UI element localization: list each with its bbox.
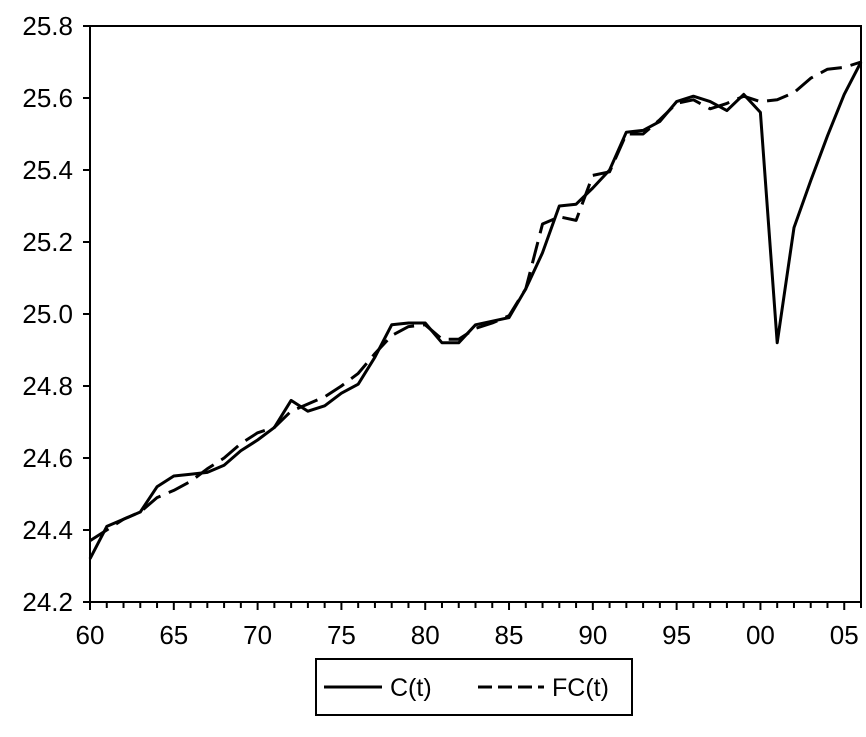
legend: C(t) FC(t) bbox=[315, 658, 633, 716]
y-axis: 24.2 24.4 24.6 24.8 25.0 25.2 25.4 25.6 25.8 bbox=[22, 11, 90, 617]
x-tick-label: 60 bbox=[76, 620, 105, 650]
y-tick-label: 25.2 bbox=[22, 227, 73, 257]
y-tick-label: 24.4 bbox=[22, 515, 73, 545]
x-axis: 60 65 70 75 80 85 90 95 00 05 bbox=[76, 602, 862, 650]
x-tick-label: 00 bbox=[746, 620, 775, 650]
x-tick-label: 70 bbox=[243, 620, 272, 650]
y-tick-label: 25.0 bbox=[22, 299, 73, 329]
legend-label-fc: FC(t) bbox=[552, 674, 609, 702]
y-tick-label: 24.8 bbox=[22, 371, 73, 401]
x-tick-label: 75 bbox=[327, 620, 356, 650]
x-tick-label: 65 bbox=[159, 620, 188, 650]
x-tick-label: 85 bbox=[495, 620, 524, 650]
y-tick-label: 25.8 bbox=[22, 11, 73, 41]
x-tick-label: 95 bbox=[662, 620, 691, 650]
series-lines bbox=[88, 60, 863, 560]
plot-frame bbox=[89, 25, 862, 603]
y-tick-label: 25.4 bbox=[22, 155, 73, 185]
series-line-c bbox=[88, 61, 863, 560]
x-tick-label: 80 bbox=[411, 620, 440, 650]
x-tick-label: 05 bbox=[830, 620, 859, 650]
x-tick-label: 90 bbox=[578, 620, 607, 650]
series-line-fc bbox=[89, 60, 862, 543]
y-tick-label: 24.2 bbox=[22, 587, 73, 617]
y-tick-label: 25.6 bbox=[22, 83, 73, 113]
y-tick-label: 24.6 bbox=[22, 443, 73, 473]
legend-label-c: C(t) bbox=[390, 674, 432, 702]
